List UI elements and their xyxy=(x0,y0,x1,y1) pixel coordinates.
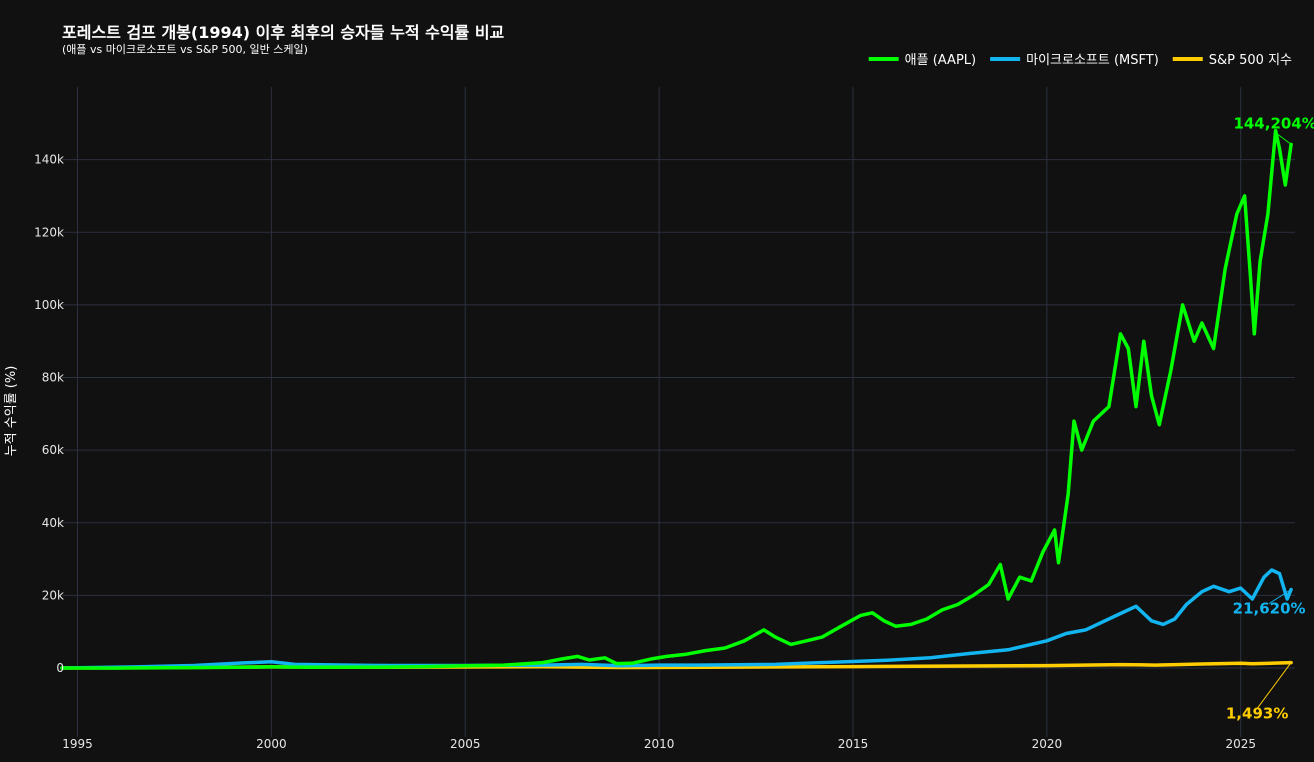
annotation-arrow xyxy=(1274,131,1292,145)
x-tick-label: 2010 xyxy=(644,737,675,751)
y-tick-label: 0 xyxy=(56,661,64,675)
x-tick-label: 2000 xyxy=(256,737,287,751)
ticks-layer: 1995 2000 2005 2010 2015 2020 2025 0 20k 40k 60k 80… xyxy=(34,153,1256,751)
annotation-label: 1,493% xyxy=(1226,705,1288,723)
annotations-layer: 144,204% 21,620% 1,493% xyxy=(1226,114,1314,722)
y-tick-label: 140k xyxy=(34,153,64,167)
annotation-arrow xyxy=(1268,589,1292,604)
y-tick-label: 120k xyxy=(34,225,64,239)
series-line-1 xyxy=(60,568,1293,670)
y-tick-label: 60k xyxy=(42,443,64,457)
y-tick-label: 40k xyxy=(42,516,64,530)
x-tick-label: 2020 xyxy=(1032,737,1063,751)
y-tick-label: 80k xyxy=(42,371,64,385)
chart-title: 포레스트 검프 개봉(1994) 이후 최후의 승자들 누적 수익률 비교 xyxy=(62,23,505,42)
x-tick-label: 1995 xyxy=(62,737,93,751)
annotation-arrow xyxy=(1256,662,1292,709)
legend-item[interactable]: 애플 (AAPL) xyxy=(868,53,976,68)
y-tick-label: 20k xyxy=(42,588,64,602)
x-tick-label: 2025 xyxy=(1225,737,1256,751)
legend-label: S&P 500 지수 xyxy=(1209,53,1292,68)
legend-label: 마이크로소프트 (MSFT) xyxy=(1026,53,1159,68)
x-tick-label: 2005 xyxy=(450,737,481,751)
series-line-0 xyxy=(60,128,1293,670)
annotation-label: 21,620% xyxy=(1233,599,1306,617)
legend-item[interactable]: 마이크로소프트 (MSFT) xyxy=(990,53,1159,68)
y-tick-label: 100k xyxy=(34,298,64,312)
series-layer xyxy=(60,128,1293,670)
grid xyxy=(62,87,1295,737)
chart-subtitle: (애플 vs 마이크로소프트 vs S&P 500, 일반 스케일) xyxy=(62,42,308,56)
y-axis-title: 누적 수익률 (%) xyxy=(4,366,19,457)
x-tick-label: 2015 xyxy=(838,737,869,751)
legend[interactable]: S&P 500 지수 마이크로소프트 (MSFT) 애플 (AAPL) xyxy=(868,53,1292,68)
legend-item[interactable]: S&P 500 지수 xyxy=(1172,53,1292,68)
legend-label: 애플 (AAPL) xyxy=(905,53,976,68)
annotation-label: 144,204% xyxy=(1233,114,1314,132)
